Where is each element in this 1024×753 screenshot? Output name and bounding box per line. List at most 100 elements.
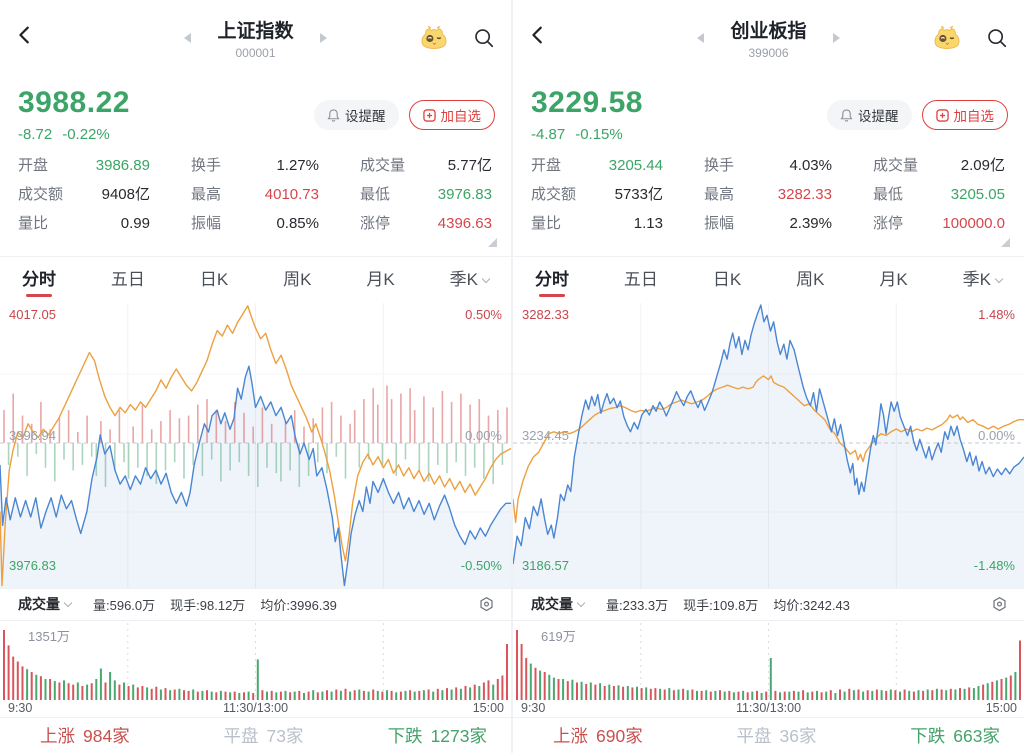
- divider: [513, 256, 1024, 257]
- tab-weekly-k[interactable]: 周K: [283, 270, 312, 289]
- bell-icon: [840, 108, 853, 122]
- prev-triangle-icon[interactable]: [184, 33, 192, 43]
- chart-high-label: 3282.33: [522, 307, 569, 322]
- index-code: 000001: [235, 46, 276, 60]
- gear-nut-icon[interactable]: [478, 596, 495, 613]
- stats-grid: 开盘 3986.89 换手 1.27% 成交量 5.77亿 成交额 9408亿 最高 40…: [18, 154, 492, 233]
- time-open: 9:30: [521, 701, 546, 715]
- page-title: 上证指数: [217, 21, 294, 42]
- market-breadth: 上涨 984家 平盘 73家 下跌 1273家: [0, 718, 511, 753]
- add-watchlist-button[interactable]: 加自选: [921, 100, 1008, 130]
- stats-grid: 开盘 3205.44 换手 4.03% 成交量 2.09亿 成交额 5733亿 最高 32…: [531, 154, 1005, 233]
- mascot-icon[interactable]: [932, 24, 962, 52]
- chart-mid-pct-label: 0.00%: [978, 428, 1015, 443]
- back-icon[interactable]: [14, 24, 36, 46]
- chevron-down-icon: [994, 274, 1004, 284]
- tab-daily-k[interactable]: 日K: [199, 270, 229, 289]
- volume-selector[interactable]: 成交量: [18, 594, 73, 614]
- time-close: 15:00: [985, 701, 1017, 715]
- stat-volume: 成交量 5.77亿: [360, 157, 492, 174]
- tab-weekly-k[interactable]: 周K: [796, 270, 825, 289]
- tab-timeshare[interactable]: 分时: [535, 265, 569, 297]
- chart-low-label: 3186.57: [522, 558, 569, 573]
- tab-monthly-k[interactable]: 月K: [366, 270, 395, 289]
- volume-header: 成交量 量:233.3万 现手:109.8万 均价:3242.43: [513, 589, 1024, 619]
- next-triangle-icon[interactable]: [319, 33, 327, 43]
- time-midday: 11:30/13:00: [735, 701, 802, 715]
- panel-chinext-index: 创业板指 399006: [513, 0, 1024, 753]
- stat-turnover-rate: 换手 1.27%: [191, 157, 319, 174]
- market-breadth: 上涨 690家 平盘 36家 下跌 663家: [513, 718, 1024, 753]
- prev-triangle-icon[interactable]: [697, 33, 705, 43]
- set-alert-button[interactable]: 设提醒: [827, 100, 912, 130]
- avg-price-stat: 均价:3996.39: [260, 597, 337, 613]
- gear-nut-icon[interactable]: [991, 596, 1008, 613]
- breadth-down[interactable]: 下跌 1273家: [387, 726, 487, 746]
- divider: [0, 588, 511, 589]
- volume-chart[interactable]: [513, 620, 1024, 701]
- price-section: 3229.58 -4.87 -0.15% 设提醒 加自选: [531, 86, 1008, 143]
- tab-timeshare[interactable]: 分时: [22, 265, 56, 297]
- expand-corner-icon[interactable]: [1001, 238, 1010, 247]
- stat-volume-ratio: 量比 1.13: [531, 215, 663, 232]
- breadth-up[interactable]: 上涨 984家: [40, 726, 130, 746]
- price-change: -8.72 -0.22%: [18, 126, 495, 143]
- volume-chart[interactable]: [0, 620, 511, 701]
- tab-monthly-k[interactable]: 月K: [879, 270, 908, 289]
- set-alert-button[interactable]: 设提醒: [314, 100, 399, 130]
- stat-amplitude: 振幅 0.85%: [191, 215, 319, 232]
- stat-limit-up: 涨停 100000.0: [873, 215, 1005, 232]
- timeshare-chart[interactable]: [0, 303, 511, 588]
- volume-max-label: 1351万: [28, 629, 70, 644]
- breadth-flat[interactable]: 平盘 73家: [223, 726, 304, 746]
- next-triangle-icon[interactable]: [832, 33, 840, 43]
- breadth-down[interactable]: 下跌 663家: [910, 726, 1000, 746]
- chart-high-label: 4017.05: [9, 307, 56, 322]
- chart-low-pct-label: -1.48%: [973, 558, 1015, 573]
- volume-selector[interactable]: 成交量: [531, 594, 586, 614]
- change-amount: -4.87: [531, 126, 566, 143]
- mascot-icon[interactable]: [419, 24, 449, 52]
- tab-quarterly-k[interactable]: 季K: [450, 265, 491, 297]
- chart-mid-label: 3996.94: [9, 428, 56, 443]
- breadth-flat[interactable]: 平盘 36家: [736, 726, 817, 746]
- stat-low: 最低 3205.05: [873, 186, 1005, 203]
- volume-header: 成交量 量:596.0万 现手:98.12万 均价:3996.39: [0, 589, 511, 619]
- bell-icon: [327, 108, 340, 122]
- stat-limit-up: 涨停 4396.63: [360, 215, 492, 232]
- plus-square-icon: [422, 108, 436, 122]
- change-percent: -0.22%: [62, 126, 110, 143]
- time-axis: 9:30 11:30/13:00 15:00: [513, 701, 1024, 717]
- avg-price-stat: 均价:3242.43: [773, 597, 850, 613]
- plus-square-icon: [935, 108, 949, 122]
- header: 创业板指 399006: [513, 10, 1024, 74]
- volume-max-label: 619万: [541, 629, 576, 644]
- index-code: 399006: [748, 46, 789, 60]
- stat-amount: 成交额 9408亿: [18, 186, 150, 203]
- tab-quarterly-k[interactable]: 季K: [963, 265, 1004, 297]
- hands-stat: 现手:109.8万: [683, 597, 759, 613]
- change-percent: -0.15%: [575, 126, 623, 143]
- expand-corner-icon[interactable]: [488, 238, 497, 247]
- period-tabs: 分时 五日 日K 周K 月K 季K: [0, 260, 511, 302]
- timeshare-chart[interactable]: [513, 303, 1024, 588]
- chart-low-pct-label: -0.50%: [460, 558, 502, 573]
- chart-mid-label: 3234.45: [522, 428, 569, 443]
- back-icon[interactable]: [527, 24, 549, 46]
- time-axis: 9:30 11:30/13:00 15:00: [0, 701, 511, 717]
- hands-stat: 现手:98.12万: [170, 597, 246, 613]
- panel-shanghai-index: 上证指数 000001: [0, 0, 511, 753]
- panel-divider: [511, 0, 513, 753]
- chevron-down-icon: [481, 274, 491, 284]
- breadth-up[interactable]: 上涨 690家: [553, 726, 643, 746]
- search-icon[interactable]: [473, 27, 495, 49]
- tab-five-day[interactable]: 五日: [110, 270, 145, 289]
- stat-amount: 成交额 5733亿: [531, 186, 663, 203]
- chart-mid-pct-label: 0.00%: [465, 428, 502, 443]
- tab-daily-k[interactable]: 日K: [712, 270, 742, 289]
- tab-five-day[interactable]: 五日: [623, 270, 658, 289]
- add-watchlist-button[interactable]: 加自选: [408, 100, 495, 130]
- search-icon[interactable]: [986, 27, 1008, 49]
- price-section: 3988.22 -8.72 -0.22% 设提醒 加自选: [18, 86, 495, 143]
